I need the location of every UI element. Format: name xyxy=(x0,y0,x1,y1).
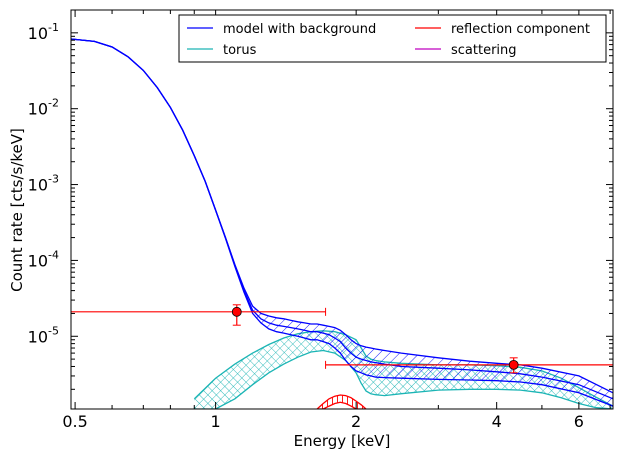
y-tick-label: 10-5 xyxy=(28,324,59,346)
model-with-background-band xyxy=(71,39,613,407)
y-axis-label: Count rate [cts/s/keV] xyxy=(8,128,26,292)
reflection-component-upper-line xyxy=(316,394,367,409)
y-tick-label: 10-2 xyxy=(28,97,59,119)
reflection-component-lower-line xyxy=(317,401,366,409)
x-tick-label: 1 xyxy=(211,412,221,431)
data-point-2 xyxy=(325,357,614,374)
plot-area xyxy=(71,38,613,409)
x-tick-label: 0.5 xyxy=(62,412,87,431)
legend-label: torus xyxy=(223,43,257,58)
model-with-background-line xyxy=(71,38,613,400)
y-tick-label: 10-1 xyxy=(28,21,59,43)
y-tick-label: 10-4 xyxy=(28,248,59,270)
torus-lower-line xyxy=(194,349,613,409)
data-points xyxy=(70,304,614,374)
legend-entry-reflection-component: reflection component xyxy=(415,22,590,37)
y-tick-label: 10-3 xyxy=(28,173,59,195)
legend-entry-scattering: scattering xyxy=(415,43,517,58)
data-point-1 xyxy=(70,304,327,326)
legend-entry-model-with-background: model with background xyxy=(187,22,376,37)
legend-label: reflection component xyxy=(451,22,590,37)
legend-label: model with background xyxy=(223,22,376,37)
axis-ticks: 0.5 1 2 4 6 10-5 10-4 10-3 10-2 10-1 xyxy=(28,9,613,431)
legend: model with background torus reflection com… xyxy=(178,14,607,63)
x-tick-label: 2 xyxy=(351,412,361,431)
x-tick-label: 4 xyxy=(492,412,502,431)
data-point-marker xyxy=(231,306,242,317)
x-axis-label: Energy [keV] xyxy=(294,432,391,450)
legend-entry-torus: torus xyxy=(187,43,257,58)
data-point-marker xyxy=(508,359,519,370)
axes-frame xyxy=(70,9,614,410)
x-tick-label: 6 xyxy=(574,412,584,431)
legend-label: scattering xyxy=(451,43,517,58)
legend-box xyxy=(178,14,607,63)
